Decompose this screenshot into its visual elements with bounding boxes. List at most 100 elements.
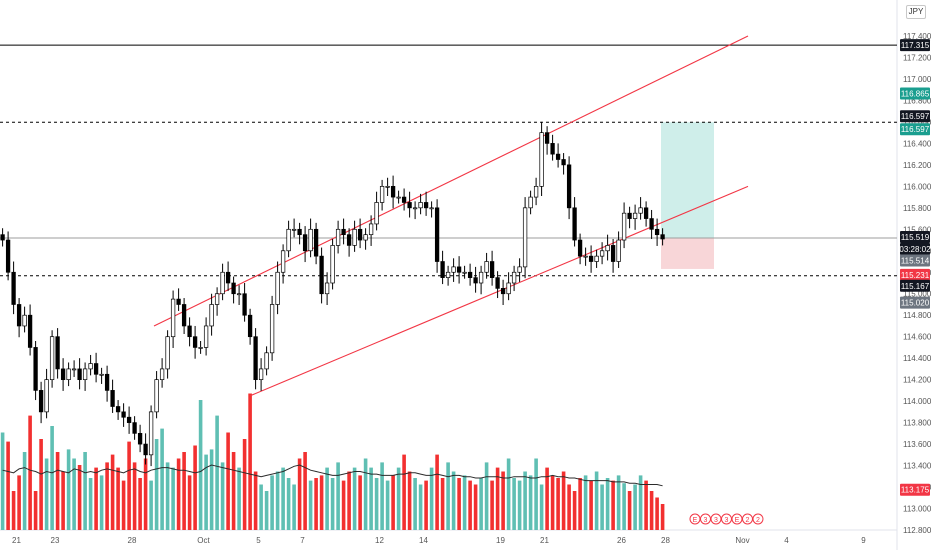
- volume-bar: [655, 497, 659, 530]
- currency-tag[interactable]: JPY: [906, 5, 926, 19]
- volume-bar: [341, 480, 346, 530]
- axis-price-label[interactable]: [900, 254, 930, 267]
- candle-body: [297, 228, 302, 236]
- volume-bar: [154, 439, 159, 530]
- date-tick-label: 4: [784, 536, 789, 545]
- candle-body: [0, 234, 5, 241]
- price-tick-label: 114.200: [903, 376, 932, 385]
- candle-body: [49, 336, 55, 381]
- volume-bar: [149, 480, 153, 530]
- candle-body: [5, 239, 11, 273]
- volume-bar: [303, 452, 307, 530]
- candle-body: [506, 282, 511, 295]
- volume-bar: [0, 432, 5, 530]
- volume-bar: [286, 478, 291, 530]
- volume-bar: [611, 480, 615, 530]
- volume-bar: [11, 491, 16, 530]
- volume-bar: [330, 478, 335, 530]
- date-tick-label: 21: [12, 536, 21, 545]
- axis-price-label[interactable]: [900, 268, 930, 281]
- volume-bar: [281, 467, 285, 530]
- volume-bar: [523, 471, 527, 530]
- candle-body: [181, 304, 187, 327]
- volume-bar: [226, 432, 230, 530]
- price-tick-label: 115.000: [903, 290, 932, 299]
- date-tick-label: 21: [540, 536, 549, 545]
- volume-bar: [237, 467, 241, 530]
- volume-bar: [209, 449, 214, 530]
- profit-target-zone[interactable]: [661, 122, 714, 239]
- volume-bar: [325, 467, 329, 530]
- candle-body: [643, 207, 649, 219]
- volume-bar: [314, 478, 318, 530]
- volume-bar: [402, 454, 406, 530]
- candle-body: [88, 363, 93, 370]
- volume-bar: [539, 484, 544, 530]
- volume-bar: [627, 491, 632, 530]
- candle-body: [258, 368, 264, 381]
- price-tick-label: 115.800: [903, 204, 932, 213]
- axis-price-label[interactable]: [900, 279, 930, 292]
- volume-bar: [121, 480, 126, 530]
- volume-bar: [253, 471, 258, 530]
- candle-body: [660, 234, 665, 240]
- date-tick-label: 5: [256, 536, 261, 545]
- economic-event-icon-label: 3: [704, 517, 708, 524]
- volume-bar: [451, 471, 456, 530]
- axis-price-label[interactable]: [900, 296, 930, 309]
- candle-body: [148, 411, 154, 456]
- volume-bar: [193, 445, 197, 530]
- candle-body: [379, 185, 385, 203]
- volume-bar: [176, 458, 181, 530]
- candle-body: [467, 271, 473, 278]
- axis-price-label[interactable]: [900, 110, 930, 123]
- candle-body: [423, 202, 429, 209]
- volume-bar: [495, 467, 500, 530]
- axis-price-label[interactable]: [900, 87, 930, 100]
- channel-lower-line[interactable]: [250, 185, 749, 397]
- volume-bar: [572, 491, 577, 530]
- volume-bar: [275, 471, 280, 530]
- candle-body: [599, 250, 605, 257]
- volume-bar: [160, 428, 164, 530]
- axis-price-label[interactable]: [900, 123, 930, 136]
- volume-bar: [187, 475, 192, 530]
- candle-body: [55, 336, 60, 370]
- economic-event-icon[interactable]: [752, 513, 764, 525]
- candle-body: [445, 271, 451, 278]
- volume-bar: [308, 480, 313, 530]
- volume-bar: [33, 491, 38, 530]
- axis-price-label-text: 115.519: [901, 233, 930, 242]
- candle-body: [44, 379, 49, 413]
- channel-upper-line[interactable]: [153, 35, 749, 327]
- volume-bar: [132, 462, 137, 530]
- economic-event-icon-label: 3: [714, 517, 718, 524]
- candle-body: [198, 347, 203, 349]
- axis-price-label-text: 115.514: [901, 257, 930, 266]
- volume-bar: [105, 462, 109, 530]
- candle-body: [555, 153, 561, 160]
- candle-body: [11, 271, 16, 305]
- candle-body: [330, 245, 335, 284]
- axis-price-label[interactable]: [900, 231, 930, 244]
- axis-price-label[interactable]: [900, 243, 930, 256]
- candle-body: [412, 207, 418, 210]
- price-tick-label: 114.000: [903, 397, 932, 406]
- volume-bar: [17, 475, 21, 530]
- candle-body: [627, 212, 632, 219]
- candle-body: [401, 196, 407, 203]
- candle-body: [588, 255, 594, 262]
- candle-body: [187, 325, 192, 338]
- axis-price-label[interactable]: [900, 483, 930, 496]
- volume-bar: [61, 471, 65, 530]
- candle-body: [22, 314, 27, 327]
- volume-bar: [182, 452, 186, 530]
- candle-body: [500, 288, 506, 295]
- axis-price-label[interactable]: [900, 39, 930, 52]
- stop-loss-zone[interactable]: [661, 238, 714, 269]
- candle-body: [82, 368, 88, 381]
- price-tick-label: 115.600: [903, 225, 932, 234]
- candle-body: [390, 185, 396, 198]
